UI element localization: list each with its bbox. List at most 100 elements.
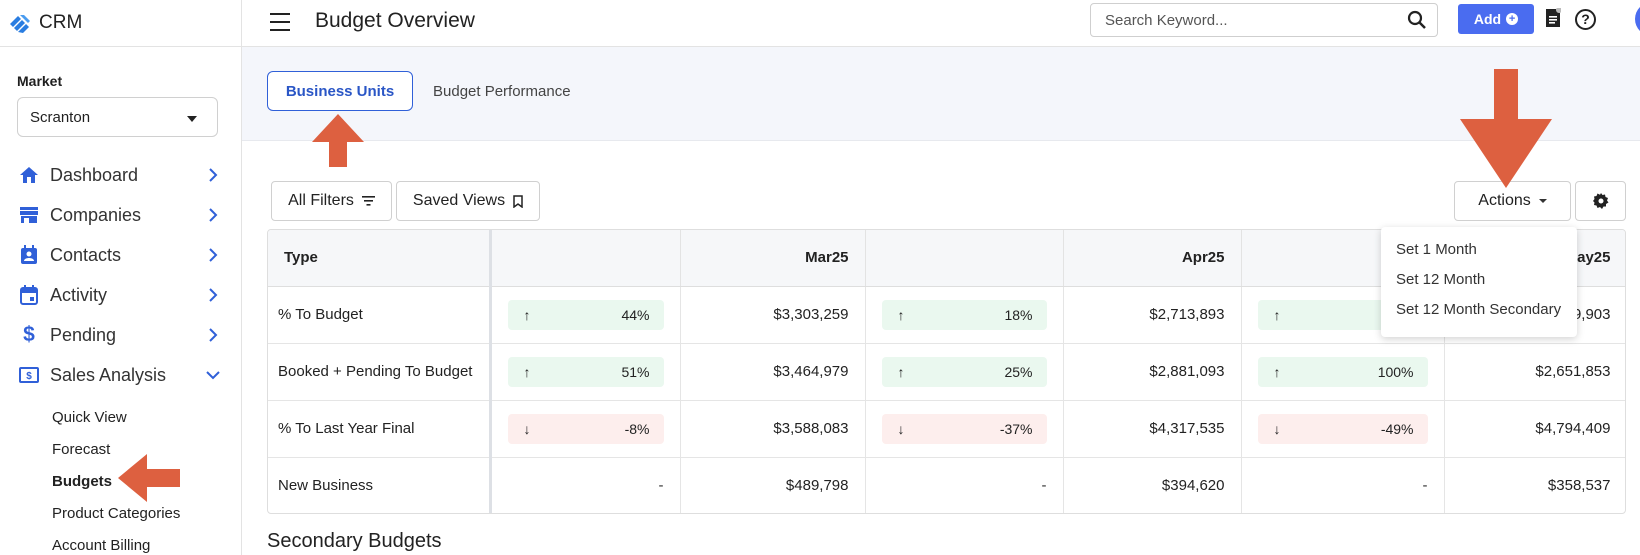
arrow-down-icon: ↓ (523, 420, 531, 437)
gear-icon (1592, 193, 1608, 209)
brand[interactable]: CRM (0, 0, 241, 47)
row-type: Booked + Pending To Budget (268, 343, 492, 401)
subnav-budgets[interactable]: Budgets (52, 473, 112, 490)
subnav-forecast[interactable]: Forecast (52, 441, 111, 458)
arrow-up-icon: ↑ (1273, 306, 1281, 323)
pct-value: 51% (621, 363, 650, 380)
annotation-arrow-up-icon (312, 114, 364, 167)
arrow-down-icon: ↓ (897, 420, 905, 437)
document-icon[interactable] (1545, 8, 1561, 28)
pct-pill: ↑ 44% (507, 299, 664, 330)
annotation-arrow-down-icon (1460, 69, 1552, 188)
column-header (490, 230, 681, 287)
pct-pill: ↑ 18% (881, 299, 1047, 330)
subnav-account-billing[interactable]: Account Billing (52, 537, 151, 554)
add-button-label: Add (1473, 11, 1502, 27)
amount-cell: $2,651,853 (1444, 343, 1625, 401)
column-header-mar25[interactable]: Mar25 (680, 230, 866, 287)
crm-logo-icon (10, 15, 30, 33)
menu-item-set-12-month-secondary[interactable]: Set 12 Month Secondary (1396, 301, 1562, 318)
home-icon (18, 164, 40, 186)
pct-pill: ↓ -49% (1257, 413, 1428, 444)
settings-button[interactable] (1575, 181, 1626, 221)
amount-cell: $358,537 (1444, 457, 1625, 513)
pct-pill: ↑ 25% (881, 356, 1047, 387)
chevron-right-icon (202, 288, 224, 302)
add-button[interactable]: Add + (1458, 4, 1534, 34)
search-icon[interactable] (1407, 10, 1427, 30)
pct-cell: ↓ -8% (490, 400, 681, 458)
tab-business-units[interactable]: Business Units (267, 71, 413, 111)
avatar[interactable]: BA (1635, 2, 1640, 36)
tab-band: Business Units Budget Performance (242, 47, 1640, 141)
chevron-down-icon (202, 370, 224, 380)
pct-pill: ↓ -8% (507, 413, 664, 444)
hamburger-menu-icon[interactable] (270, 13, 290, 31)
amount-cell: $489,798 (680, 457, 866, 513)
pct-value: -37% (999, 420, 1033, 437)
pct-cell: ↑ 18% (865, 286, 1064, 344)
pct-value: 100% (1377, 363, 1414, 380)
search-box[interactable] (1090, 3, 1438, 37)
market-value: Scranton (30, 108, 91, 126)
column-header-type[interactable]: Type (268, 230, 492, 287)
table-row: % To Last Year Final ↓ -8% $3,588,083 ↓ -3… (268, 400, 1625, 458)
svg-text:$: $ (26, 371, 32, 382)
search-input[interactable] (1105, 11, 1407, 29)
annotation-arrow-left-icon (118, 454, 180, 502)
sidebar-item-activity[interactable]: Activity (0, 275, 242, 315)
brand-name: CRM (39, 12, 83, 33)
actions-dropdown: Set 1 Month Set 12 Month Set 12 Month Se… (1381, 227, 1577, 337)
menu-item-set-12-month[interactable]: Set 12 Month (1396, 271, 1486, 288)
contact-card-icon (18, 244, 40, 266)
pct-value: 18% (1004, 306, 1033, 323)
pct-value: 25% (1004, 363, 1033, 380)
actions-label: Actions (1478, 192, 1531, 209)
arrow-up-icon: ↑ (523, 363, 531, 380)
sidebar-item-label: Contacts (50, 244, 122, 265)
column-header-apr25[interactable]: Apr25 (1063, 230, 1242, 287)
budget-table: Type Mar25 Apr25 May25 % To Budget ↑ 44% … (267, 229, 1626, 514)
subnav-product-categories[interactable]: Product Categories (52, 505, 181, 522)
subnav-quick-view[interactable]: Quick View (52, 409, 127, 426)
table-header-row: Type Mar25 Apr25 May25 (268, 230, 1625, 287)
sidebar-item-companies[interactable]: Companies (0, 195, 242, 235)
table-row: New Business - $489,798 - $394,620 - $35… (268, 457, 1625, 513)
pct-cell: - (490, 457, 681, 513)
pct-value: 44% (621, 306, 650, 323)
pct-cell: ↑ 51% (490, 343, 681, 401)
calendar-icon (18, 284, 40, 306)
chevron-right-icon (202, 168, 224, 182)
pct-cell: ↓ -37% (865, 400, 1064, 458)
row-type: New Business (268, 457, 492, 513)
sidebar-item-sales-analysis[interactable]: $ Sales Analysis (0, 355, 242, 395)
caret-down-icon (1538, 199, 1547, 203)
bookmark-icon (513, 194, 523, 208)
all-filters-button[interactable]: All Filters (271, 181, 392, 221)
row-type: % To Last Year Final (268, 400, 492, 458)
sidebar-item-contacts[interactable]: Contacts (0, 235, 242, 275)
amount-cell: $3,464,979 (680, 343, 866, 401)
sidebar-item-dashboard[interactable]: Dashboard (0, 155, 242, 195)
plus-circle-icon: + (1506, 13, 1519, 25)
menu-item-set-1-month[interactable]: Set 1 Month (1396, 241, 1477, 258)
all-filters-label: All Filters (288, 192, 354, 209)
sidebar-item-pending[interactable]: $ Pending (0, 315, 242, 355)
chevron-right-icon (202, 328, 224, 342)
pct-cell: ↑ 100% (1241, 343, 1445, 401)
market-select[interactable]: Scranton (17, 97, 218, 137)
money-icon: $ (18, 364, 40, 386)
arrow-up-icon: ↑ (523, 306, 531, 323)
amount-cell: $4,317,535 (1063, 400, 1242, 458)
pct-cell: ↑ 44% (490, 286, 681, 344)
arrow-up-icon: ↑ (897, 363, 905, 380)
arrow-up-icon: ↑ (1273, 363, 1281, 380)
pct-pill: ↑ 100% (1257, 356, 1428, 387)
amount-cell: $2,881,093 (1063, 343, 1242, 401)
column-header (865, 230, 1064, 287)
arrow-down-icon: ↓ (1273, 420, 1281, 437)
tab-budget-performance[interactable]: Budget Performance (433, 82, 571, 100)
actions-button[interactable]: Actions (1454, 181, 1571, 221)
help-icon[interactable]: ? (1575, 9, 1596, 30)
saved-views-button[interactable]: Saved Views (396, 181, 540, 221)
